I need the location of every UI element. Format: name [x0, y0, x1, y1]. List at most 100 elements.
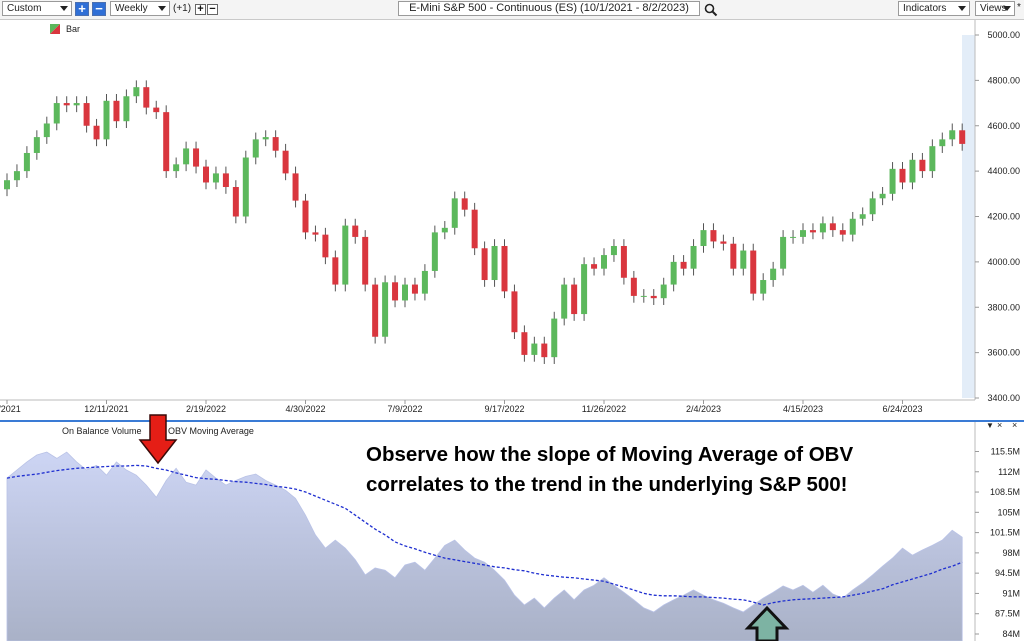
candle-body — [909, 159, 916, 183]
candle-body — [113, 100, 120, 122]
views-select[interactable]: Views — [975, 1, 1015, 16]
legend-swatch — [50, 24, 60, 34]
current-region — [962, 35, 975, 398]
candle-body — [770, 268, 777, 281]
candle-body — [899, 168, 906, 183]
candle-body — [282, 150, 289, 174]
x-tick-label: 4/15/2023 — [783, 404, 823, 414]
y-tick-label: 4400.00 — [987, 166, 1020, 176]
zoom-in-button[interactable]: + — [75, 2, 89, 16]
candle-body — [212, 173, 219, 183]
candle-body — [610, 245, 617, 256]
candle-body — [73, 103, 80, 106]
y-tick-label: 101.5M — [990, 528, 1020, 538]
candle-body — [571, 284, 578, 315]
panel-close-icon[interactable]: × — [997, 420, 1002, 430]
candle-body — [242, 157, 249, 217]
indicators-select[interactable]: Indicators — [898, 1, 970, 16]
candle-body — [322, 234, 329, 258]
candle-body — [382, 282, 389, 337]
candle-body — [203, 166, 209, 183]
y-tick-label: 108.5M — [990, 487, 1020, 497]
x-tick-label: 2/2021 — [0, 404, 21, 414]
candle-body — [551, 318, 558, 358]
candle-body — [411, 284, 418, 294]
candle-body — [163, 112, 170, 172]
candle-body — [750, 250, 757, 294]
y-tick-label: 115.5M — [991, 446, 1020, 456]
offset-minus-button[interactable]: − — [207, 4, 218, 15]
candle-body — [183, 148, 190, 165]
candle-body — [849, 218, 856, 235]
candle-body — [461, 198, 468, 210]
candle-body — [123, 96, 130, 122]
candle-body — [83, 103, 90, 126]
candle-body — [332, 257, 339, 285]
candle-body — [302, 200, 309, 233]
x-tick-label: 6/24/2023 — [882, 404, 922, 414]
y-tick-label: 4600.00 — [987, 121, 1020, 131]
candle-body — [690, 245, 697, 269]
chart-style-select[interactable]: Custom — [2, 1, 72, 16]
candle-body — [193, 148, 200, 167]
candle-body — [362, 236, 369, 285]
candle-body — [859, 214, 866, 219]
candle-body — [521, 332, 528, 355]
candle-body — [292, 173, 299, 201]
candle-body — [581, 264, 588, 315]
candle-body — [103, 100, 110, 140]
candle-body — [372, 284, 379, 337]
candle-body — [760, 280, 767, 294]
x-tick-label: 2/4/2023 — [686, 404, 721, 414]
panel-close-all-icon[interactable]: × — [1012, 420, 1017, 430]
offset-label: (+1) — [173, 3, 192, 14]
candle-body — [312, 232, 319, 235]
candle-body — [13, 171, 20, 181]
candle-body — [252, 139, 259, 158]
candle-body — [720, 241, 727, 244]
y-tick-label: 94.5M — [995, 568, 1020, 578]
x-tick-label: 4/30/2022 — [285, 404, 325, 414]
y-tick-label: 91M — [1002, 588, 1020, 598]
chart-area: ▼ × × 5000.00 4800.00 4600.00 4400.00 4200.0… — [0, 20, 1024, 641]
candle-body — [800, 230, 806, 237]
candle-body — [591, 264, 598, 269]
candle-body — [670, 261, 677, 285]
zoom-out-button[interactable]: − — [92, 2, 106, 16]
candle-body — [431, 232, 438, 271]
candle-body — [53, 103, 60, 124]
candle-body — [939, 139, 946, 147]
candle-body — [541, 343, 548, 358]
period-select[interactable]: Weekly — [110, 1, 170, 16]
offset-plus-button[interactable]: + — [195, 4, 206, 15]
y-tick-label: 87.5M — [995, 609, 1020, 619]
legend-label: On Balance Volume — [62, 426, 142, 436]
candle-body — [620, 245, 627, 278]
candle-body — [402, 284, 408, 301]
annotation: correlates to the trend in the underlyin… — [366, 473, 847, 496]
candle-body — [451, 198, 458, 228]
candle-body — [640, 295, 647, 297]
candle-body — [491, 245, 498, 281]
x-tick-label: 2/19/2022 — [186, 404, 226, 414]
arrows — [138, 414, 790, 641]
candle-body — [23, 152, 30, 172]
candle-body — [153, 107, 160, 113]
y-tick-label: 4800.00 — [987, 75, 1020, 85]
candle-body — [740, 250, 747, 269]
search-icon[interactable] — [704, 3, 718, 17]
y-tick-label: 4000.00 — [987, 257, 1020, 267]
candle-body — [173, 164, 180, 172]
candle-body — [919, 159, 926, 172]
candle-body — [232, 187, 239, 217]
candle-body — [680, 261, 687, 269]
candle-body — [63, 103, 70, 106]
y-tick-label: 5000.00 — [987, 30, 1020, 40]
candle-body — [700, 230, 707, 246]
y-tick-label: 3400.00 — [987, 393, 1020, 403]
candle-body — [819, 223, 826, 233]
x-tick-label: 12/11/2021 — [84, 404, 128, 414]
symbol-title[interactable]: E-Mini S&P 500 - Continuous (ES) (10/1/2… — [398, 1, 700, 16]
panel-menu-icon[interactable]: ▼ — [986, 421, 994, 430]
